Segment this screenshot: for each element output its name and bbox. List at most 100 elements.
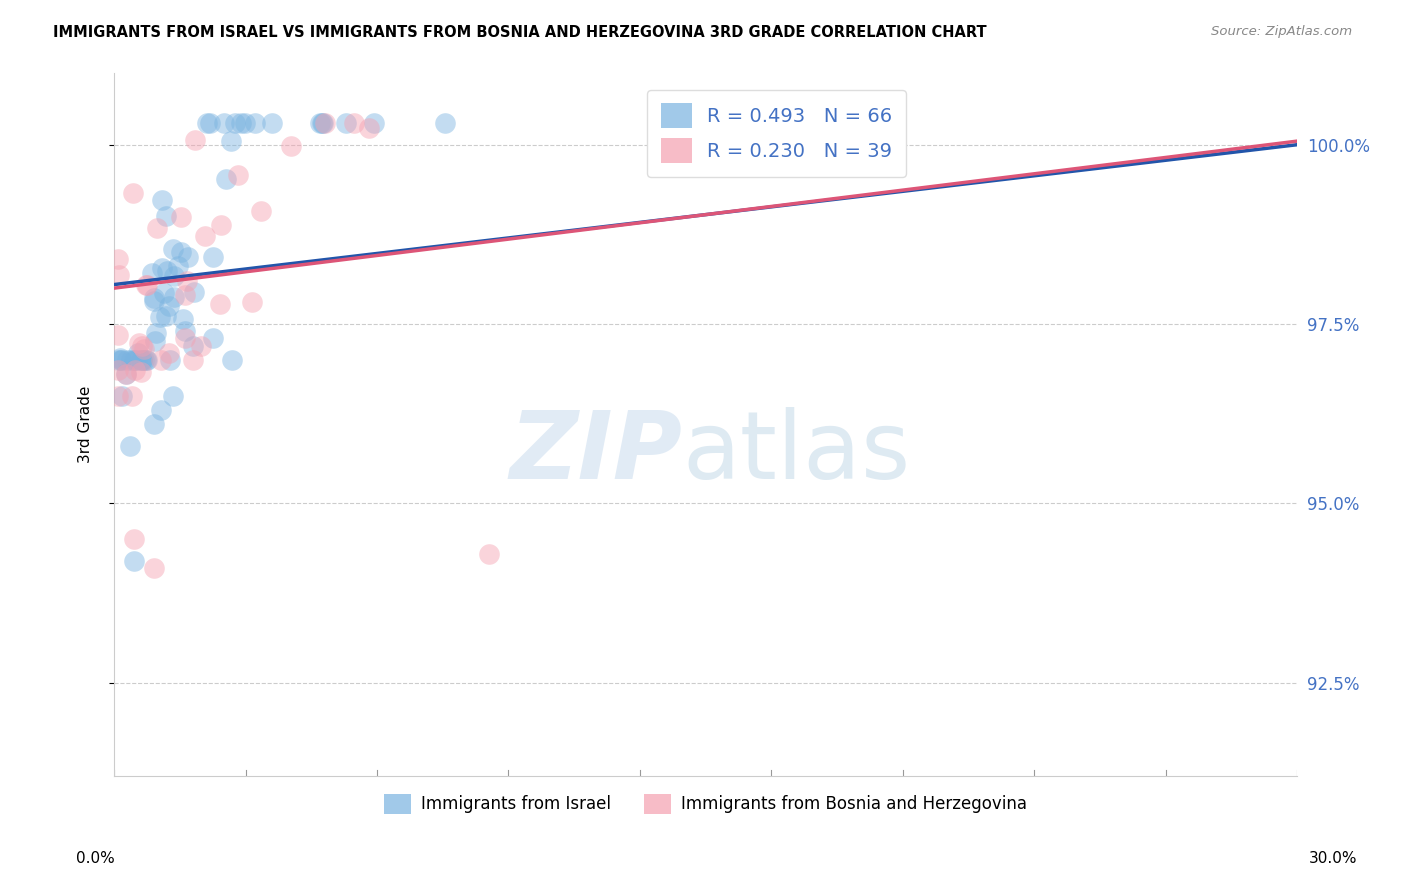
Point (149, 310, 172, 325)
Point (250, 204, 273, 219)
Text: Source: ZipAtlas.com: Source: ZipAtlas.com (1212, 25, 1353, 38)
Point (314, 116, 336, 130)
Text: IMMIGRANTS FROM ISRAEL VS IMMIGRANTS FROM BOSNIA AND HERZEGOVINA 3RD GRADE CORRE: IMMIGRANTS FROM ISRAEL VS IMMIGRANTS FRO… (53, 25, 987, 40)
Point (201, 250, 224, 264)
Point (111, 389, 134, 403)
Point (308, 116, 330, 130)
Point (142, 561, 165, 575)
Point (135, 352, 157, 367)
Point (131, 338, 153, 352)
Point (167, 259, 190, 273)
Point (734, 134, 756, 148)
Point (176, 274, 198, 288)
Point (107, 328, 129, 343)
Point (146, 221, 169, 235)
Point (335, 116, 357, 130)
Point (107, 352, 129, 367)
Point (107, 363, 129, 377)
Point (150, 260, 173, 275)
Point (124, 352, 146, 367)
Point (132, 352, 155, 367)
Point (107, 389, 129, 403)
Point (157, 345, 180, 359)
Point (122, 532, 145, 546)
Point (156, 264, 179, 278)
Point (209, 297, 232, 311)
Point (159, 352, 181, 367)
Point (150, 352, 173, 367)
Point (359, 120, 381, 135)
Text: 0.0%: 0.0% (76, 851, 115, 865)
Point (181, 338, 204, 352)
Point (135, 277, 157, 292)
Point (115, 352, 138, 367)
Text: 30.0%: 30.0% (1309, 851, 1357, 865)
Point (121, 389, 143, 403)
Point (221, 352, 243, 367)
Point (107, 252, 129, 266)
Point (235, 116, 257, 130)
Point (141, 266, 163, 280)
Point (173, 287, 195, 301)
Point (226, 168, 249, 182)
Point (115, 368, 138, 382)
Point (163, 268, 186, 283)
Point (115, 368, 138, 382)
Point (183, 285, 205, 300)
Point (122, 554, 145, 568)
Point (122, 352, 145, 367)
Point (162, 242, 184, 256)
Point (118, 439, 141, 453)
Point (145, 326, 167, 340)
Point (311, 116, 333, 130)
Point (108, 268, 131, 282)
Point (363, 116, 385, 130)
Point (434, 116, 457, 130)
Point (214, 116, 236, 130)
Point (120, 352, 142, 367)
Point (142, 293, 165, 308)
Point (142, 417, 165, 432)
Point (110, 352, 132, 367)
Point (177, 250, 200, 264)
Point (131, 352, 153, 367)
Point (229, 116, 252, 130)
Point (124, 363, 146, 377)
Point (343, 116, 366, 130)
Point (143, 334, 166, 348)
Point (311, 116, 333, 130)
Point (131, 365, 153, 379)
Point (198, 116, 221, 130)
Point (224, 116, 246, 130)
Point (155, 310, 177, 324)
Point (221, 134, 243, 148)
Point (163, 290, 186, 304)
Point (245, 116, 267, 130)
Point (129, 352, 152, 367)
Point (150, 403, 173, 417)
Text: ZIP: ZIP (509, 407, 682, 499)
Point (125, 352, 148, 367)
Point (128, 336, 150, 351)
Point (181, 352, 204, 367)
Point (134, 342, 156, 356)
Point (214, 171, 236, 186)
Point (194, 228, 217, 243)
Point (209, 218, 232, 232)
Point (136, 277, 159, 292)
Point (155, 209, 177, 223)
Point (174, 331, 197, 345)
Point (174, 324, 197, 338)
Point (157, 299, 180, 313)
Point (172, 311, 194, 326)
Point (127, 345, 149, 359)
Point (184, 133, 207, 147)
Point (478, 547, 501, 561)
Point (170, 245, 193, 260)
Point (110, 352, 132, 367)
Point (162, 389, 184, 403)
Text: atlas: atlas (682, 407, 910, 499)
Point (170, 210, 193, 224)
Point (153, 286, 176, 301)
Legend: Immigrants from Israel, Immigrants from Bosnia and Herzegovina: Immigrants from Israel, Immigrants from … (378, 788, 1033, 821)
